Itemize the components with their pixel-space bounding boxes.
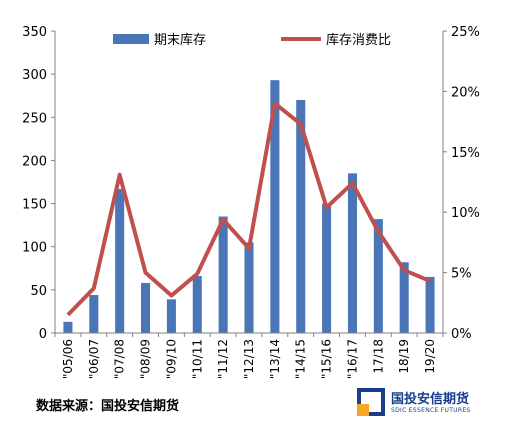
bar (244, 242, 254, 333)
y-left-tick-label: 250 (22, 111, 47, 126)
y-left-tick-label: 100 (22, 241, 47, 256)
legend-line-label: 库存消费比 (326, 32, 391, 48)
y-right-tick-label: 0% (451, 327, 472, 342)
y-right-tick-label: 25% (451, 25, 480, 40)
legend-bar-swatch (113, 34, 149, 44)
x-tick-label: "08/09 (139, 339, 153, 379)
x-tick-label: "05/06 (61, 339, 75, 379)
logo-name-en: SDIC ESSENCE FUTURES (391, 407, 471, 414)
source-note: 数据来源：国投安信期货 (36, 399, 180, 414)
line-series (66, 101, 431, 317)
y-right-tick-label: 5% (451, 267, 472, 282)
x-tick-label: "14/15 (294, 339, 308, 379)
logo: 国投安信期货 SDIC ESSENCE FUTURES (357, 386, 497, 422)
y-left-tick-label: 200 (22, 154, 47, 169)
logo-mark-icon (357, 388, 385, 416)
x-tick-label: "06/07 (87, 339, 101, 379)
x-tick-label: "12/13 (242, 339, 256, 379)
y-left-tick-label: 150 (22, 198, 47, 213)
bar (270, 80, 280, 333)
y-left-tick-label: 50 (30, 284, 47, 299)
y-right-tick-label: 20% (451, 85, 480, 100)
x-tick-label: 17/18 (371, 339, 385, 374)
y-left-tick-label: 0 (39, 327, 47, 342)
bar (399, 262, 409, 333)
x-tick-label: "13/14 (268, 339, 282, 379)
bar (192, 276, 202, 333)
legend: 期末库存 库存消费比 (113, 32, 391, 48)
bar (63, 321, 73, 333)
axes: 0 50 100 150 200 250 300 350 0% 5% 10% 15% 20% 25% "05… (22, 25, 480, 379)
y-left-tick-label: 350 (22, 25, 47, 40)
bar (373, 219, 383, 333)
bar (115, 188, 125, 333)
bar-series (63, 80, 435, 334)
legend-bar-label: 期末库存 (154, 32, 206, 48)
chart: 0 50 100 150 200 250 300 350 0% 5% 10% 15% 20% 25% "05… (22, 25, 480, 379)
x-tick-label: 19/20 (423, 339, 437, 374)
x-tick-label: "16/17 (345, 339, 359, 379)
bar (296, 100, 306, 334)
y-left-tick-label: 300 (22, 68, 47, 83)
bar (218, 216, 228, 333)
x-tick-label: "07/08 (113, 339, 127, 379)
logo-name-cn: 国投安信期货 (391, 392, 470, 407)
x-tick-label: "10/11 (190, 339, 204, 379)
y-right-tick-label: 15% (451, 146, 480, 161)
bar (347, 173, 357, 333)
x-tick-label: "11/12 (216, 339, 230, 379)
bar (322, 203, 332, 333)
bar (141, 282, 151, 333)
x-tick-label: "15/16 (320, 339, 334, 379)
bar (166, 299, 176, 333)
bar (89, 295, 99, 333)
x-tick-label: "09/10 (164, 339, 178, 379)
y-right-tick-label: 10% (451, 206, 480, 221)
bar (425, 276, 435, 333)
x-tick-label: 18/19 (397, 339, 411, 374)
